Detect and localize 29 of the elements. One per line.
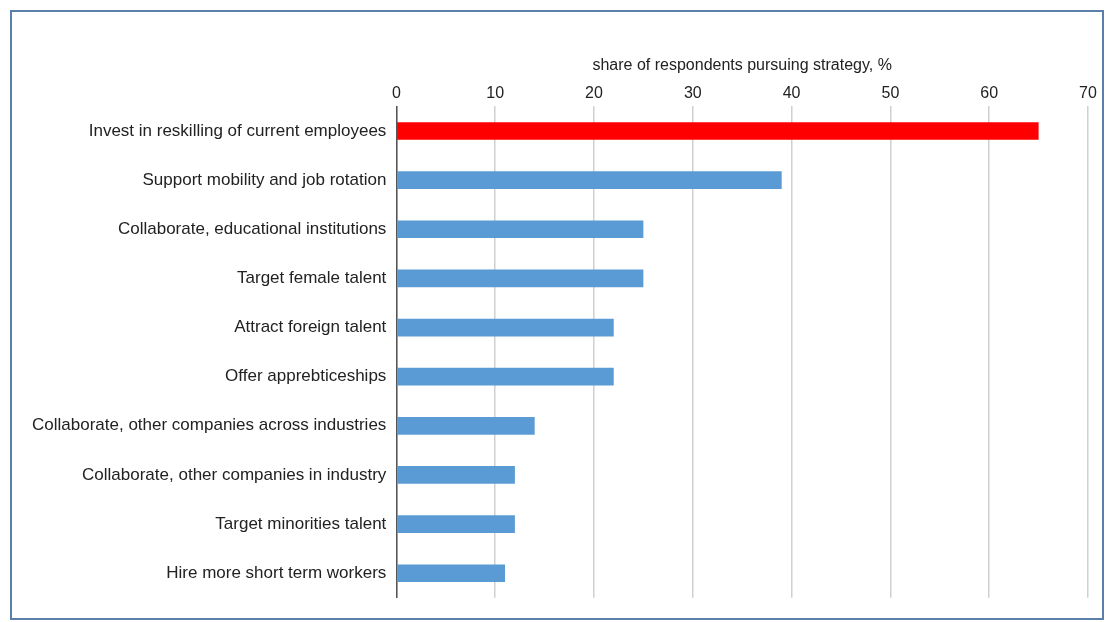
bar: [397, 269, 644, 288]
bar: [397, 515, 515, 533]
y-tick-label: Hire more short term workers: [166, 562, 387, 582]
x-tick-label: 10: [486, 84, 505, 102]
y-tick-label: Target minorities talent: [215, 513, 387, 533]
x-tick-label: 30: [683, 84, 702, 102]
bar: [397, 564, 506, 583]
y-tick-label: Collaborate, other companies in industry: [82, 464, 387, 484]
bar: [397, 318, 614, 337]
x-tick-label: 40: [782, 84, 801, 102]
bar: [397, 171, 782, 189]
x-axis-title: share of respondents pursuing strategy, %: [592, 56, 892, 74]
y-tick-label: Collaborate, educational institutions: [117, 218, 387, 238]
y-tick-label: Target female talent: [237, 268, 387, 288]
x-tick-label: 70: [1079, 84, 1097, 102]
x-tick-label: 20: [585, 84, 603, 102]
y-tick-label: Invest in reskilling of current employees: [88, 120, 387, 140]
bar: [397, 122, 1039, 140]
bar: [397, 416, 535, 435]
y-tick-label: Offer apprebticeships: [225, 366, 387, 386]
y-tick-label: Attract foreign talent: [234, 317, 387, 337]
x-tick-label: 0: [391, 84, 401, 102]
bar: [397, 367, 614, 386]
x-tick-label: 60: [980, 84, 999, 102]
y-tick-label: Support mobility and job rotation: [142, 169, 387, 189]
bar: [397, 220, 644, 239]
x-tick-label: 50: [881, 84, 900, 102]
y-tick-label: Collaborate, other companies across industries: [32, 415, 387, 435]
bar: [397, 466, 515, 484]
